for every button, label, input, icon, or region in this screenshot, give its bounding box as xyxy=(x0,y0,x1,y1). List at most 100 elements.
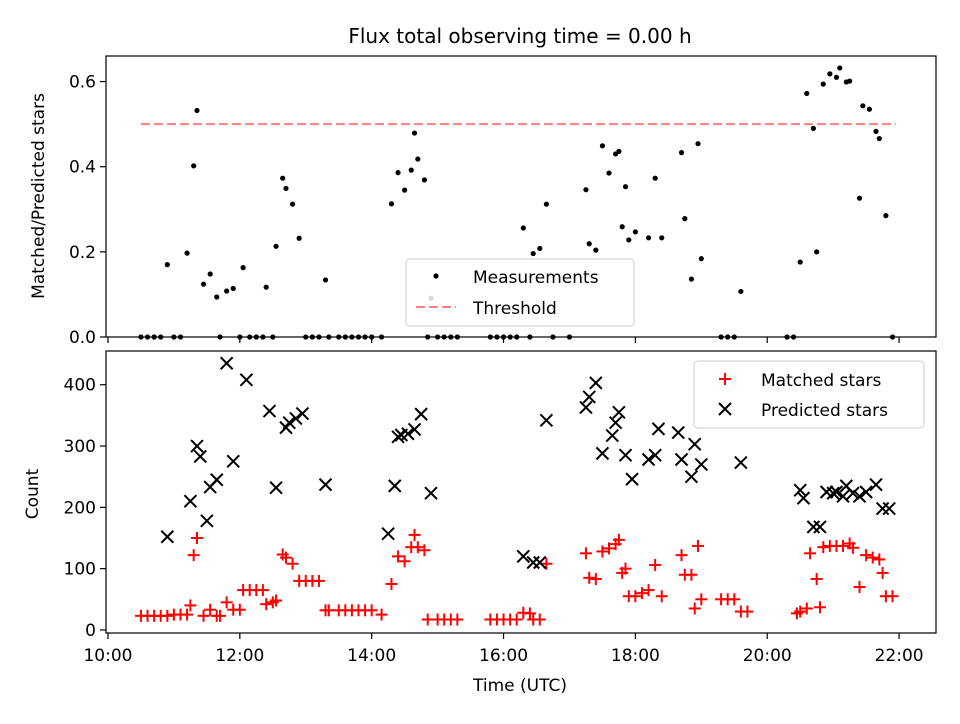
predicted-stars-point xyxy=(734,455,748,470)
predicted-stars-point xyxy=(289,411,303,426)
y-tick-label: 0.4 xyxy=(69,158,96,178)
y-tick-label: 300 xyxy=(64,437,96,457)
matched-stars-point xyxy=(642,584,655,597)
predicted-stars-point xyxy=(618,448,633,462)
matched-stars-point xyxy=(866,551,879,564)
matched-stars-point xyxy=(408,528,421,541)
predicted-stars-point xyxy=(381,526,395,541)
predicted-stars-point xyxy=(516,549,531,564)
matched-stars-point xyxy=(794,605,807,618)
measurement-point xyxy=(164,262,170,268)
x-axis-label: Time (UTC) xyxy=(472,676,567,696)
measurement-point xyxy=(632,229,638,235)
measurement-point xyxy=(820,81,826,87)
matched-stars-point xyxy=(612,533,625,546)
predicted-stars-point xyxy=(608,416,623,430)
measurement-point xyxy=(395,170,401,176)
measurement-point xyxy=(537,245,543,252)
measurement-point xyxy=(804,90,810,97)
predicted-stars-point xyxy=(533,555,547,570)
matched-stars-point xyxy=(411,541,424,554)
matched-stars-point xyxy=(635,587,648,600)
predicted-stars-point xyxy=(813,520,827,534)
matched-stars-point xyxy=(392,550,405,563)
measurement-point xyxy=(682,216,688,222)
x-tick-label: 18:00 xyxy=(611,646,660,666)
matched-stars-point xyxy=(233,603,246,616)
predicted-stars-point xyxy=(269,481,283,495)
measurement-point xyxy=(860,103,866,109)
matched-stars-point xyxy=(596,545,609,558)
matched-stars-point xyxy=(741,605,754,618)
matched-stars-point xyxy=(853,581,866,594)
matched-stars-point xyxy=(583,571,596,584)
top-axes-frame xyxy=(105,55,937,338)
measurement-point xyxy=(599,143,606,149)
measurement-point xyxy=(622,184,629,190)
measurement-point xyxy=(184,250,190,256)
legend-predicted-label: Predicted stars xyxy=(761,401,888,421)
measurement-point xyxy=(847,78,853,84)
matched-stars-point xyxy=(220,596,233,609)
measurement-point xyxy=(652,175,658,181)
matched-stars-point xyxy=(603,542,616,555)
measurement-point xyxy=(883,213,889,219)
matched-stars-point xyxy=(181,608,194,621)
predicted-stars-point xyxy=(846,486,860,500)
bottom-legend: Matched stars Predicted stars xyxy=(693,360,925,429)
x-tick-label: 12:00 xyxy=(215,646,264,666)
matched-stars-point xyxy=(876,566,889,579)
predicted-stars-point xyxy=(688,437,702,451)
x-tick-label: 20:00 xyxy=(743,646,792,666)
matched-stars-point xyxy=(184,599,197,612)
measurement-point xyxy=(194,107,200,114)
predicted-stars-point xyxy=(582,390,596,404)
matched-stars-point xyxy=(688,602,701,615)
predicted-stars-point xyxy=(694,457,709,472)
matched-stars-point xyxy=(817,541,830,554)
top-y-axis-label: Matched/Predicted stars xyxy=(29,93,49,299)
matched-stars-point xyxy=(804,547,817,560)
measurement-point xyxy=(814,249,820,255)
matched-stars-point xyxy=(510,613,523,626)
matched-stars-point xyxy=(197,609,210,622)
predicted-stars-point xyxy=(388,479,402,493)
predicted-stars-point xyxy=(539,413,554,427)
predicted-stars-point xyxy=(625,472,639,486)
measurement-point xyxy=(645,235,652,241)
matched-stars-point xyxy=(589,573,602,586)
matched-stars-point xyxy=(161,609,174,622)
predicted-stars-point xyxy=(793,483,807,497)
measurement-point xyxy=(520,225,526,231)
matched-stars-point xyxy=(187,549,200,562)
matched-stars-point xyxy=(873,553,886,566)
measurement-point xyxy=(586,241,592,247)
x-tick-label: 14:00 xyxy=(347,646,396,666)
measurement-point xyxy=(289,201,296,207)
matched-stars-point xyxy=(365,604,378,617)
x-tick-label: 10:00 xyxy=(83,646,132,666)
measurement-point xyxy=(583,187,589,193)
predicted-stars-point xyxy=(226,454,240,469)
measurement-point xyxy=(738,288,744,295)
predicted-stars-point xyxy=(605,428,620,443)
measurement-point xyxy=(224,288,230,294)
measurement-point xyxy=(283,185,289,192)
matched-stars-point xyxy=(813,601,826,614)
predicted-stars-point xyxy=(318,477,333,492)
predicted-stars-point xyxy=(882,501,896,516)
matched-stars-point xyxy=(190,531,203,544)
measurement-point xyxy=(280,175,286,181)
bottom-plot-area: 10:00 12:00 14:00 16:00 18:00 20:00 22:00 0 100 2… xyxy=(64,350,937,666)
matched-stars-point xyxy=(398,555,411,568)
predicted-stars-point xyxy=(648,448,662,462)
measurement-point xyxy=(876,135,882,142)
predicted-stars-point xyxy=(219,356,234,370)
measurement-point xyxy=(833,74,840,80)
predicted-stars-point xyxy=(612,405,626,420)
top-legend: Measurements Threshold xyxy=(405,258,635,327)
matched-stars-point xyxy=(286,557,299,570)
matched-stars-point xyxy=(649,558,662,571)
matched-stars-point xyxy=(375,608,388,621)
